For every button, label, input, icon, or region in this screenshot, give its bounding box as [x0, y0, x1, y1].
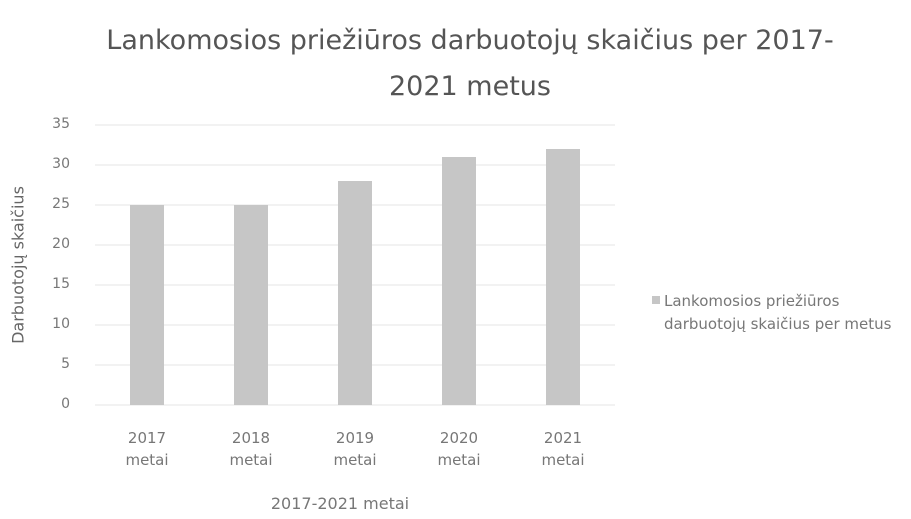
legend-label: Lankomosios priežiūros darbuotojų skaiči…: [664, 292, 892, 333]
legend-swatch: [652, 296, 660, 304]
x-axis-label: 2017-2021 metai: [270, 494, 410, 513]
y-tick-label: 15: [52, 276, 70, 292]
bar: [338, 181, 372, 405]
y-tick-label: 35: [52, 116, 70, 132]
bar: [546, 149, 580, 405]
bar: [130, 205, 164, 405]
bar: [234, 205, 268, 405]
y-axis-label: Darbuotojų skaičius: [8, 186, 28, 344]
x-tick-label: 2017 metai: [125, 429, 169, 469]
x-tick-label: 2020 metai: [437, 429, 481, 469]
legend: Lankomosios priežiūros darbuotojų skaiči…: [652, 290, 911, 336]
y-tick-label: 25: [52, 196, 70, 212]
y-tick-label: 30: [52, 156, 70, 172]
y-tick-label: 20: [52, 236, 70, 252]
y-tick-label: 5: [61, 356, 70, 372]
chart-title: Lankomosios priežiūros darbuotojų skaiči…: [106, 25, 834, 102]
x-tick-label: 2018 metai: [229, 429, 273, 469]
y-tick-label: 0: [61, 396, 70, 412]
bar: [442, 157, 476, 405]
y-tick-label: 10: [52, 316, 70, 332]
x-tick-label: 2019 metai: [333, 429, 377, 469]
x-tick-label: 2021 metai: [541, 429, 585, 469]
